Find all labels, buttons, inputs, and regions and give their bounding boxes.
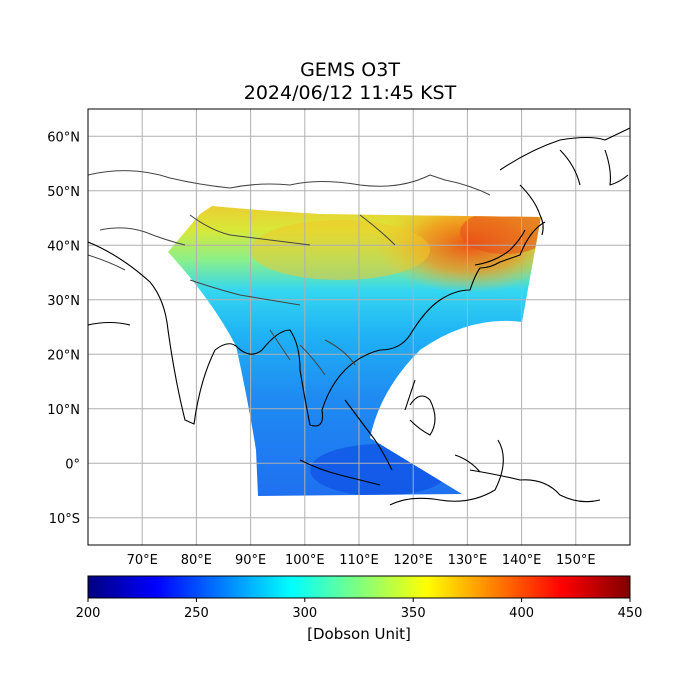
lon-tick-label: 130°E xyxy=(448,553,488,568)
lat-tick-label: 50°N xyxy=(47,185,80,200)
lat-tick-label: 60°N xyxy=(47,130,80,145)
colorbar-ticks: 200 250 300 350 400 450 xyxy=(76,598,643,621)
ozone-swath xyxy=(168,206,541,496)
lon-tick-label: 80°E xyxy=(181,553,212,568)
lat-tick-label: 0° xyxy=(65,457,80,472)
colorbar-tick-label: 350 xyxy=(401,606,426,621)
map-datetime: 2024/06/12 11:45 KST xyxy=(243,82,457,104)
colorbar-unit-label: [Dobson Unit] xyxy=(307,625,411,643)
latitude-ticks: 60°N 50°N 40°N 30°N 20°N 10°N 0° 10°S xyxy=(47,130,80,527)
longitude-ticks: 70°E 80°E 90°E 100°E 110°E 120°E 130°E 140°E 150… xyxy=(127,553,596,568)
colorbar-tick-label: 450 xyxy=(618,606,643,621)
country-borders xyxy=(88,170,491,376)
lon-tick-label: 120°E xyxy=(393,553,433,568)
lat-tick-label: 30°N xyxy=(47,294,80,309)
colorbar xyxy=(87,575,631,599)
lat-tick-label: 10°N xyxy=(47,403,80,418)
colorbar-tick-label: 200 xyxy=(76,606,101,621)
lon-tick-label: 100°E xyxy=(285,553,325,568)
lat-tick-label: 20°N xyxy=(47,348,80,363)
colorbar-tick-label: 400 xyxy=(509,606,534,621)
colorbar-tick-label: 300 xyxy=(292,606,317,621)
map-title: GEMS O3T xyxy=(300,59,400,81)
gridlines xyxy=(88,109,630,545)
lon-tick-label: 110°E xyxy=(339,553,379,568)
lat-tick-label: 40°N xyxy=(47,239,80,254)
colorbar-tick-label: 250 xyxy=(184,606,209,621)
coastlines xyxy=(88,127,630,506)
lon-tick-label: 150°E xyxy=(556,553,596,568)
lat-tick-label: 10°S xyxy=(49,512,80,527)
lon-tick-label: 70°E xyxy=(127,553,158,568)
map-plot-area xyxy=(88,109,630,545)
lon-tick-label: 90°E xyxy=(235,553,266,568)
lon-tick-label: 140°E xyxy=(502,553,542,568)
plot-frame xyxy=(87,108,631,546)
